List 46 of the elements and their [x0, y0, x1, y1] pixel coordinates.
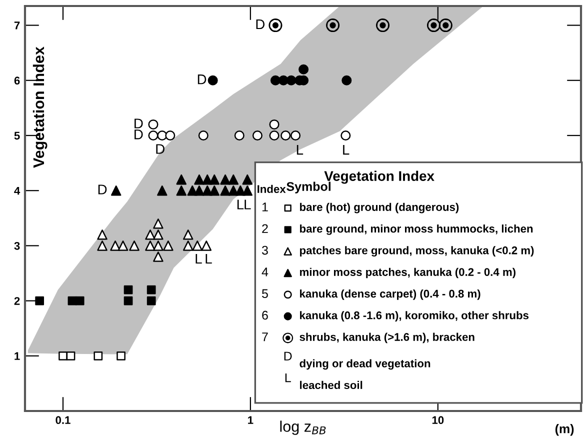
- annotation: L: [244, 200, 251, 210]
- text: (m): [555, 424, 574, 436]
- legend-label: kanuka (0.8 -1.6 m), koromiko, other shrubs: [300, 311, 529, 322]
- y-axis-title: Vegetation Index: [32, 46, 48, 168]
- annotation: dying or dead vegetation: [300, 359, 430, 370]
- y-tick-label: 6: [14, 76, 20, 85]
- annotation: D: [156, 144, 164, 154]
- y-tick-label: 1: [14, 352, 20, 360]
- legend-title: Vegetation Index: [324, 170, 434, 184]
- annotation: D: [134, 118, 143, 128]
- annotation: leached soil: [300, 380, 362, 390]
- annotation: 3: [262, 246, 268, 255]
- annotation: 7: [262, 332, 268, 342]
- annotation: 5: [262, 289, 268, 298]
- annotation: D: [256, 19, 265, 30]
- annotation: D: [284, 352, 292, 360]
- annotation: D: [98, 184, 107, 194]
- annotation: L: [343, 145, 350, 155]
- y-tick-label: 5: [14, 132, 20, 140]
- x-tick-label: 10: [432, 416, 444, 424]
- annotation: Symbol: [286, 182, 330, 194]
- y-tick-label: 7: [14, 22, 20, 30]
- legend-label: patches bare ground, moss, kanuka (<0.2 m): [300, 246, 534, 257]
- legend-label: minor moss patches, kanuka (0.2 - 0.4 m): [300, 268, 516, 278]
- annotation: D: [198, 74, 206, 84]
- legend-label: bare (hot) ground (dangerous): [300, 202, 459, 214]
- x-axis-title: log z$_{BB}$: [280, 420, 326, 435]
- x-tick-label: 0.1: [56, 416, 70, 424]
- legend-label: kanuka (dense carpet) (0.4 - 0.8 m): [300, 289, 480, 300]
- annotation: D: [134, 130, 143, 140]
- legend-label: bare ground, minor moss hummocks, lichen: [300, 224, 533, 235]
- annotation: L: [285, 373, 291, 382]
- annotation: 1: [262, 202, 268, 212]
- y-tick-label: 4: [14, 186, 20, 195]
- x-tick-label: 1: [248, 416, 254, 424]
- annotation: L: [206, 254, 212, 264]
- annotation: 4: [262, 268, 268, 276]
- y-tick-label: 3: [14, 242, 20, 250]
- annotation: 2: [262, 224, 268, 233]
- annotation: Index: [258, 184, 286, 193]
- annotation: L: [196, 254, 202, 264]
- legend-label: shrubs, kanuka (>1.6 m), bracken: [300, 332, 474, 344]
- annotation: L: [296, 145, 304, 155]
- annotation: 6: [262, 310, 268, 320]
- y-tick-label: 2: [14, 297, 20, 305]
- annotation: L: [237, 200, 244, 210]
